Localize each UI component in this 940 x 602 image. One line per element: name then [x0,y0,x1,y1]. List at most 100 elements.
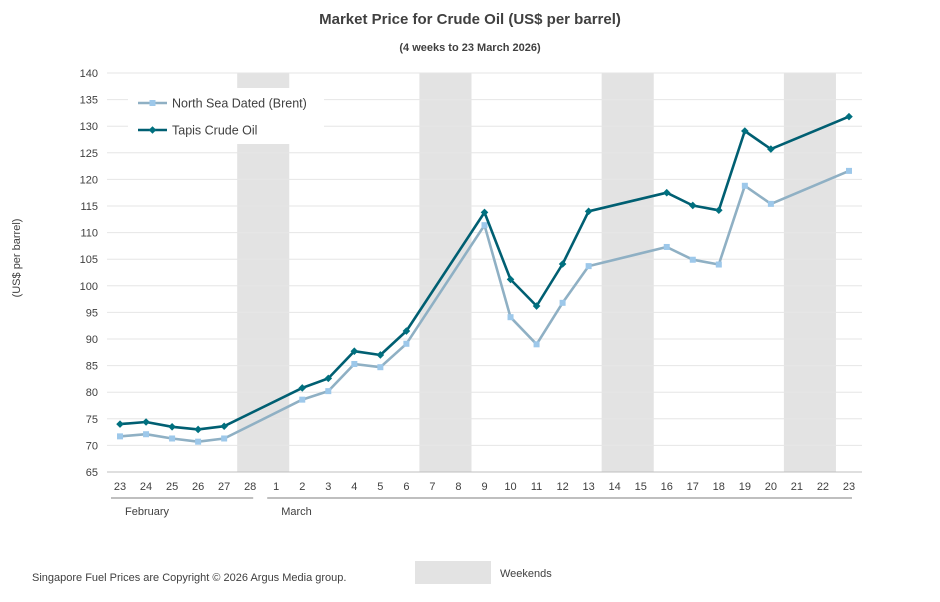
legend-box [128,88,324,144]
data-point [532,302,541,310]
x-tick-label: 12 [556,481,568,493]
data-point [403,340,410,347]
x-tick-label: 3 [325,481,331,493]
data-point [169,435,176,442]
x-tick-label: 21 [791,481,803,493]
x-tick-label: 15 [635,481,647,493]
x-tick-label: 4 [351,481,357,493]
x-tick-label: 16 [661,481,673,493]
data-point [741,182,748,189]
x-tick-label: 9 [481,481,487,493]
x-tick-label: 19 [739,481,751,493]
month-label: March [281,506,312,518]
x-tick-label: 25 [166,481,178,493]
y-tick-label: 100 [80,281,98,293]
y-tick-label: 75 [86,414,98,426]
data-point [559,299,566,306]
y-tick-label: 105 [80,254,98,266]
y-tick-label: 110 [80,228,98,240]
data-point [402,327,411,335]
legend-label: Tapis Crude Oil [172,124,257,138]
data-point [585,263,592,270]
y-tick-label: 115 [80,201,98,213]
data-point [506,275,515,284]
data-point [663,243,670,250]
x-tick-label: 5 [377,481,383,493]
month-label: February [125,506,170,518]
x-tick-label: 8 [455,481,461,493]
data-point [584,207,593,216]
x-tick-label: 28 [244,481,256,493]
x-tick-label: 17 [687,481,699,493]
data-point [324,374,333,383]
x-tick-label: 24 [140,481,152,493]
data-point [221,435,228,442]
data-point [194,425,202,434]
data-point [325,388,332,395]
y-tick-label: 120 [80,174,98,186]
x-tick-label: 27 [218,481,230,493]
x-tick-label: 14 [609,481,621,493]
chart-title: Market Price for Crude Oil (US$ per barr… [319,11,621,28]
weekend-legend-label: Weekends [500,568,552,580]
data-point [142,418,150,426]
x-tick-label: 1 [273,481,279,493]
data-point [480,208,489,217]
data-point [220,422,228,431]
x-tick-label: 11 [531,481,542,493]
data-point [350,347,359,356]
y-tick-label: 70 [86,440,98,452]
series-line [119,115,850,431]
data-point [168,422,176,431]
x-tick-label: 6 [403,481,409,493]
legend-marker [148,126,157,134]
data-point [767,145,775,153]
data-point [195,438,202,445]
y-tick-label: 135 [80,95,98,107]
legend-marker [149,100,156,106]
y-tick-label: 90 [86,334,98,346]
y-tick-label: 85 [86,361,98,373]
data-point [533,341,540,348]
data-point [116,420,124,428]
x-tick-label: 23 [114,481,126,493]
x-tick-label: 10 [504,481,516,493]
x-tick-label: 23 [843,481,855,493]
chart-subtitle: (4 weeks to 23 March 2026) [399,42,541,54]
weekend-band [601,73,654,472]
y-tick-label: 140 [80,68,98,80]
data-point [298,384,307,392]
legend-label: North Sea Dated (Brent) [172,97,307,111]
data-point [845,167,852,174]
copyright-note: Singapore Fuel Prices are Copyright © 20… [32,572,347,584]
y-tick-label: 80 [86,387,98,399]
data-point [377,364,384,371]
x-tick-label: 18 [713,481,725,493]
weekend-legend-swatch [415,561,491,584]
data-point [558,260,567,268]
y-tick-label: 95 [86,307,98,319]
data-point [507,314,514,321]
x-tick-label: 22 [817,481,829,493]
data-point [689,256,696,263]
data-point [845,112,853,121]
y-tick-label: 65 [86,467,98,479]
data-point [481,222,488,229]
x-tick-label: 20 [765,481,777,493]
data-point [662,188,671,197]
data-point [688,201,697,210]
data-point [741,127,749,135]
data-point [143,431,150,438]
x-tick-label: 26 [192,481,204,493]
x-tick-label: 13 [583,481,595,493]
x-tick-label: 2 [299,481,305,493]
data-point [351,361,358,368]
data-point [715,261,722,268]
y-tick-label: 130 [80,121,98,133]
data-point [117,433,124,440]
y-tick-label: 125 [80,148,98,160]
data-point [767,200,774,207]
x-tick-label: 7 [429,481,435,493]
data-point [715,206,723,215]
